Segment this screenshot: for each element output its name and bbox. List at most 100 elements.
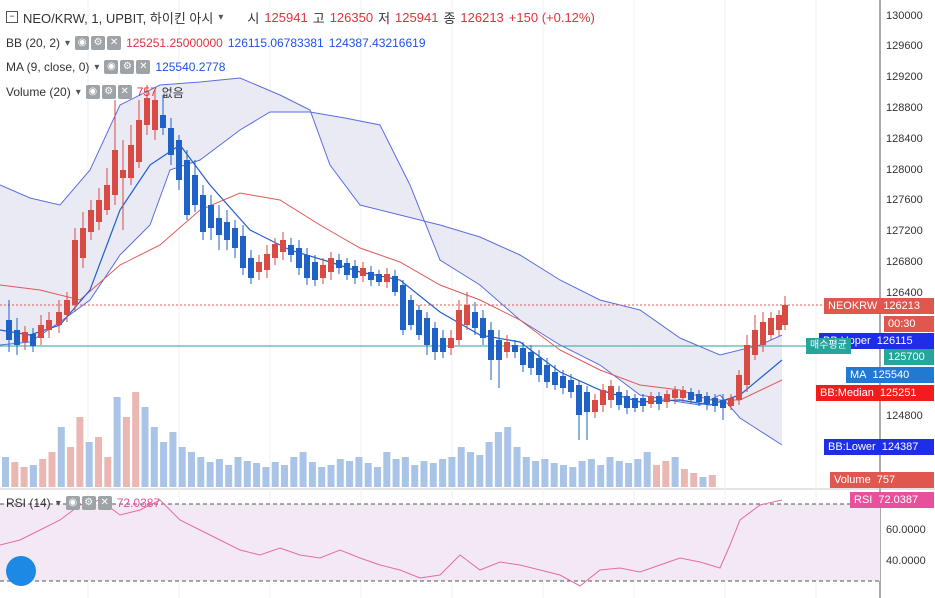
candle-body (320, 265, 326, 278)
symbol-title[interactable]: NEO/KRW, 1, UPBIT, 하이킨 아시 (23, 10, 214, 26)
eye-icon[interactable]: ◉ (65, 496, 80, 510)
bb-title[interactable]: BB (20, 2) (6, 36, 61, 50)
candle-body (576, 385, 582, 415)
candle-body (14, 330, 20, 345)
volume-bar (150, 427, 158, 487)
volume-bar (76, 417, 84, 487)
volume-bar (281, 465, 288, 487)
candle-body (616, 392, 622, 405)
price-tick: 128400 (886, 133, 923, 145)
bb-upper-value: 126115.06783381 (227, 36, 324, 50)
volume-extra: 없음 (161, 85, 184, 100)
close-icon[interactable]: ✕ (97, 496, 112, 510)
order-label[interactable]: 매수평균 (806, 338, 851, 354)
volume-value: 757 (136, 85, 157, 99)
chevron-down-icon[interactable]: ▾ (218, 11, 224, 23)
gear-icon[interactable]: ⚙ (120, 60, 135, 74)
candle-body (440, 338, 446, 352)
candle-body (128, 145, 134, 178)
volume-bar (206, 462, 214, 487)
volume-bar (104, 457, 112, 487)
rsi-tick: 40.0000 (886, 555, 926, 567)
candle-body (688, 392, 694, 400)
volume-bar (113, 397, 121, 487)
candle-body (584, 392, 590, 412)
candle-body (88, 210, 94, 232)
volume-bar (420, 461, 428, 487)
candle-body (72, 240, 78, 305)
volume-bar (680, 469, 688, 487)
close-icon[interactable]: ✕ (136, 60, 151, 74)
candle-body (632, 398, 638, 408)
volume-bar (85, 442, 93, 487)
open-value: 125941 (264, 9, 308, 25)
volume-bar (374, 467, 381, 487)
close-icon[interactable]: ✕ (107, 36, 122, 50)
volume-bar (262, 467, 270, 487)
volume-bar (318, 467, 326, 487)
volume-bar (299, 452, 307, 487)
candle-body (760, 322, 766, 345)
candle-body (536, 358, 542, 375)
candle-body (608, 386, 614, 400)
volume-bar (513, 447, 521, 487)
price-tick: 126400 (886, 287, 923, 299)
volume-bar (95, 437, 102, 487)
volume-bar (327, 465, 335, 487)
eye-icon[interactable]: ◉ (75, 36, 90, 50)
candle-body (208, 205, 214, 228)
price-tick: 130000 (886, 10, 923, 22)
close-icon[interactable]: ✕ (117, 85, 132, 99)
candle-body (600, 390, 606, 405)
candle-body (248, 258, 254, 278)
chevron-down-icon[interactable]: ▾ (65, 37, 71, 49)
candle-body (176, 140, 182, 180)
volume-bar (476, 455, 484, 487)
candle-body (736, 375, 742, 400)
candle-body (272, 244, 278, 258)
volume-bar (57, 427, 65, 487)
rsi-title[interactable]: RSI (14) (6, 496, 51, 510)
volume-tag: Volume 757 (830, 472, 934, 488)
rsi-line (0, 499, 783, 587)
eye-icon[interactable]: ◉ (104, 60, 119, 74)
candle-body (160, 115, 166, 128)
volume-bar (178, 447, 186, 487)
chevron-down-icon[interactable]: ▾ (94, 61, 100, 73)
gear-icon[interactable]: ⚙ (91, 36, 106, 50)
tradingview-logo-icon[interactable] (6, 556, 36, 586)
bb-lower-tag: BB:Lower 124387 (824, 439, 934, 455)
candle-body (680, 390, 686, 398)
chevron-down-icon[interactable]: ▾ (75, 86, 81, 98)
volume-bar (215, 459, 223, 487)
volume-bar (532, 461, 540, 487)
candle-body (144, 98, 150, 125)
neokrw-price-tag: NEOKRW 126213 (824, 298, 934, 314)
candle-body (216, 218, 222, 235)
volume-bar (132, 392, 140, 487)
candle-body (368, 272, 374, 280)
candle-body (512, 345, 518, 352)
eye-icon[interactable]: ◉ (85, 85, 100, 99)
collapse-icon[interactable]: − (6, 11, 18, 23)
bb-lower-line (0, 111, 783, 446)
volume-bar (634, 459, 642, 487)
low-value: 125941 (395, 9, 439, 25)
volume-bar (504, 427, 512, 487)
volume-bar (457, 447, 465, 487)
candle-body (496, 340, 502, 360)
candle-body (328, 258, 334, 272)
close-value: 126213 (460, 9, 504, 25)
gear-icon[interactable]: ⚙ (81, 496, 96, 510)
volume-bar (336, 459, 344, 487)
candle-body (232, 228, 238, 248)
ma-tag: MA 125540 (846, 367, 934, 383)
candle-body (744, 345, 750, 385)
candle-body (400, 285, 406, 330)
ma-title[interactable]: MA (9, close, 0) (6, 60, 90, 74)
chevron-down-icon[interactable]: ▾ (55, 497, 61, 509)
volume-bar (392, 459, 400, 487)
gear-icon[interactable]: ⚙ (101, 85, 116, 99)
volume-title[interactable]: Volume (20) (6, 85, 71, 99)
